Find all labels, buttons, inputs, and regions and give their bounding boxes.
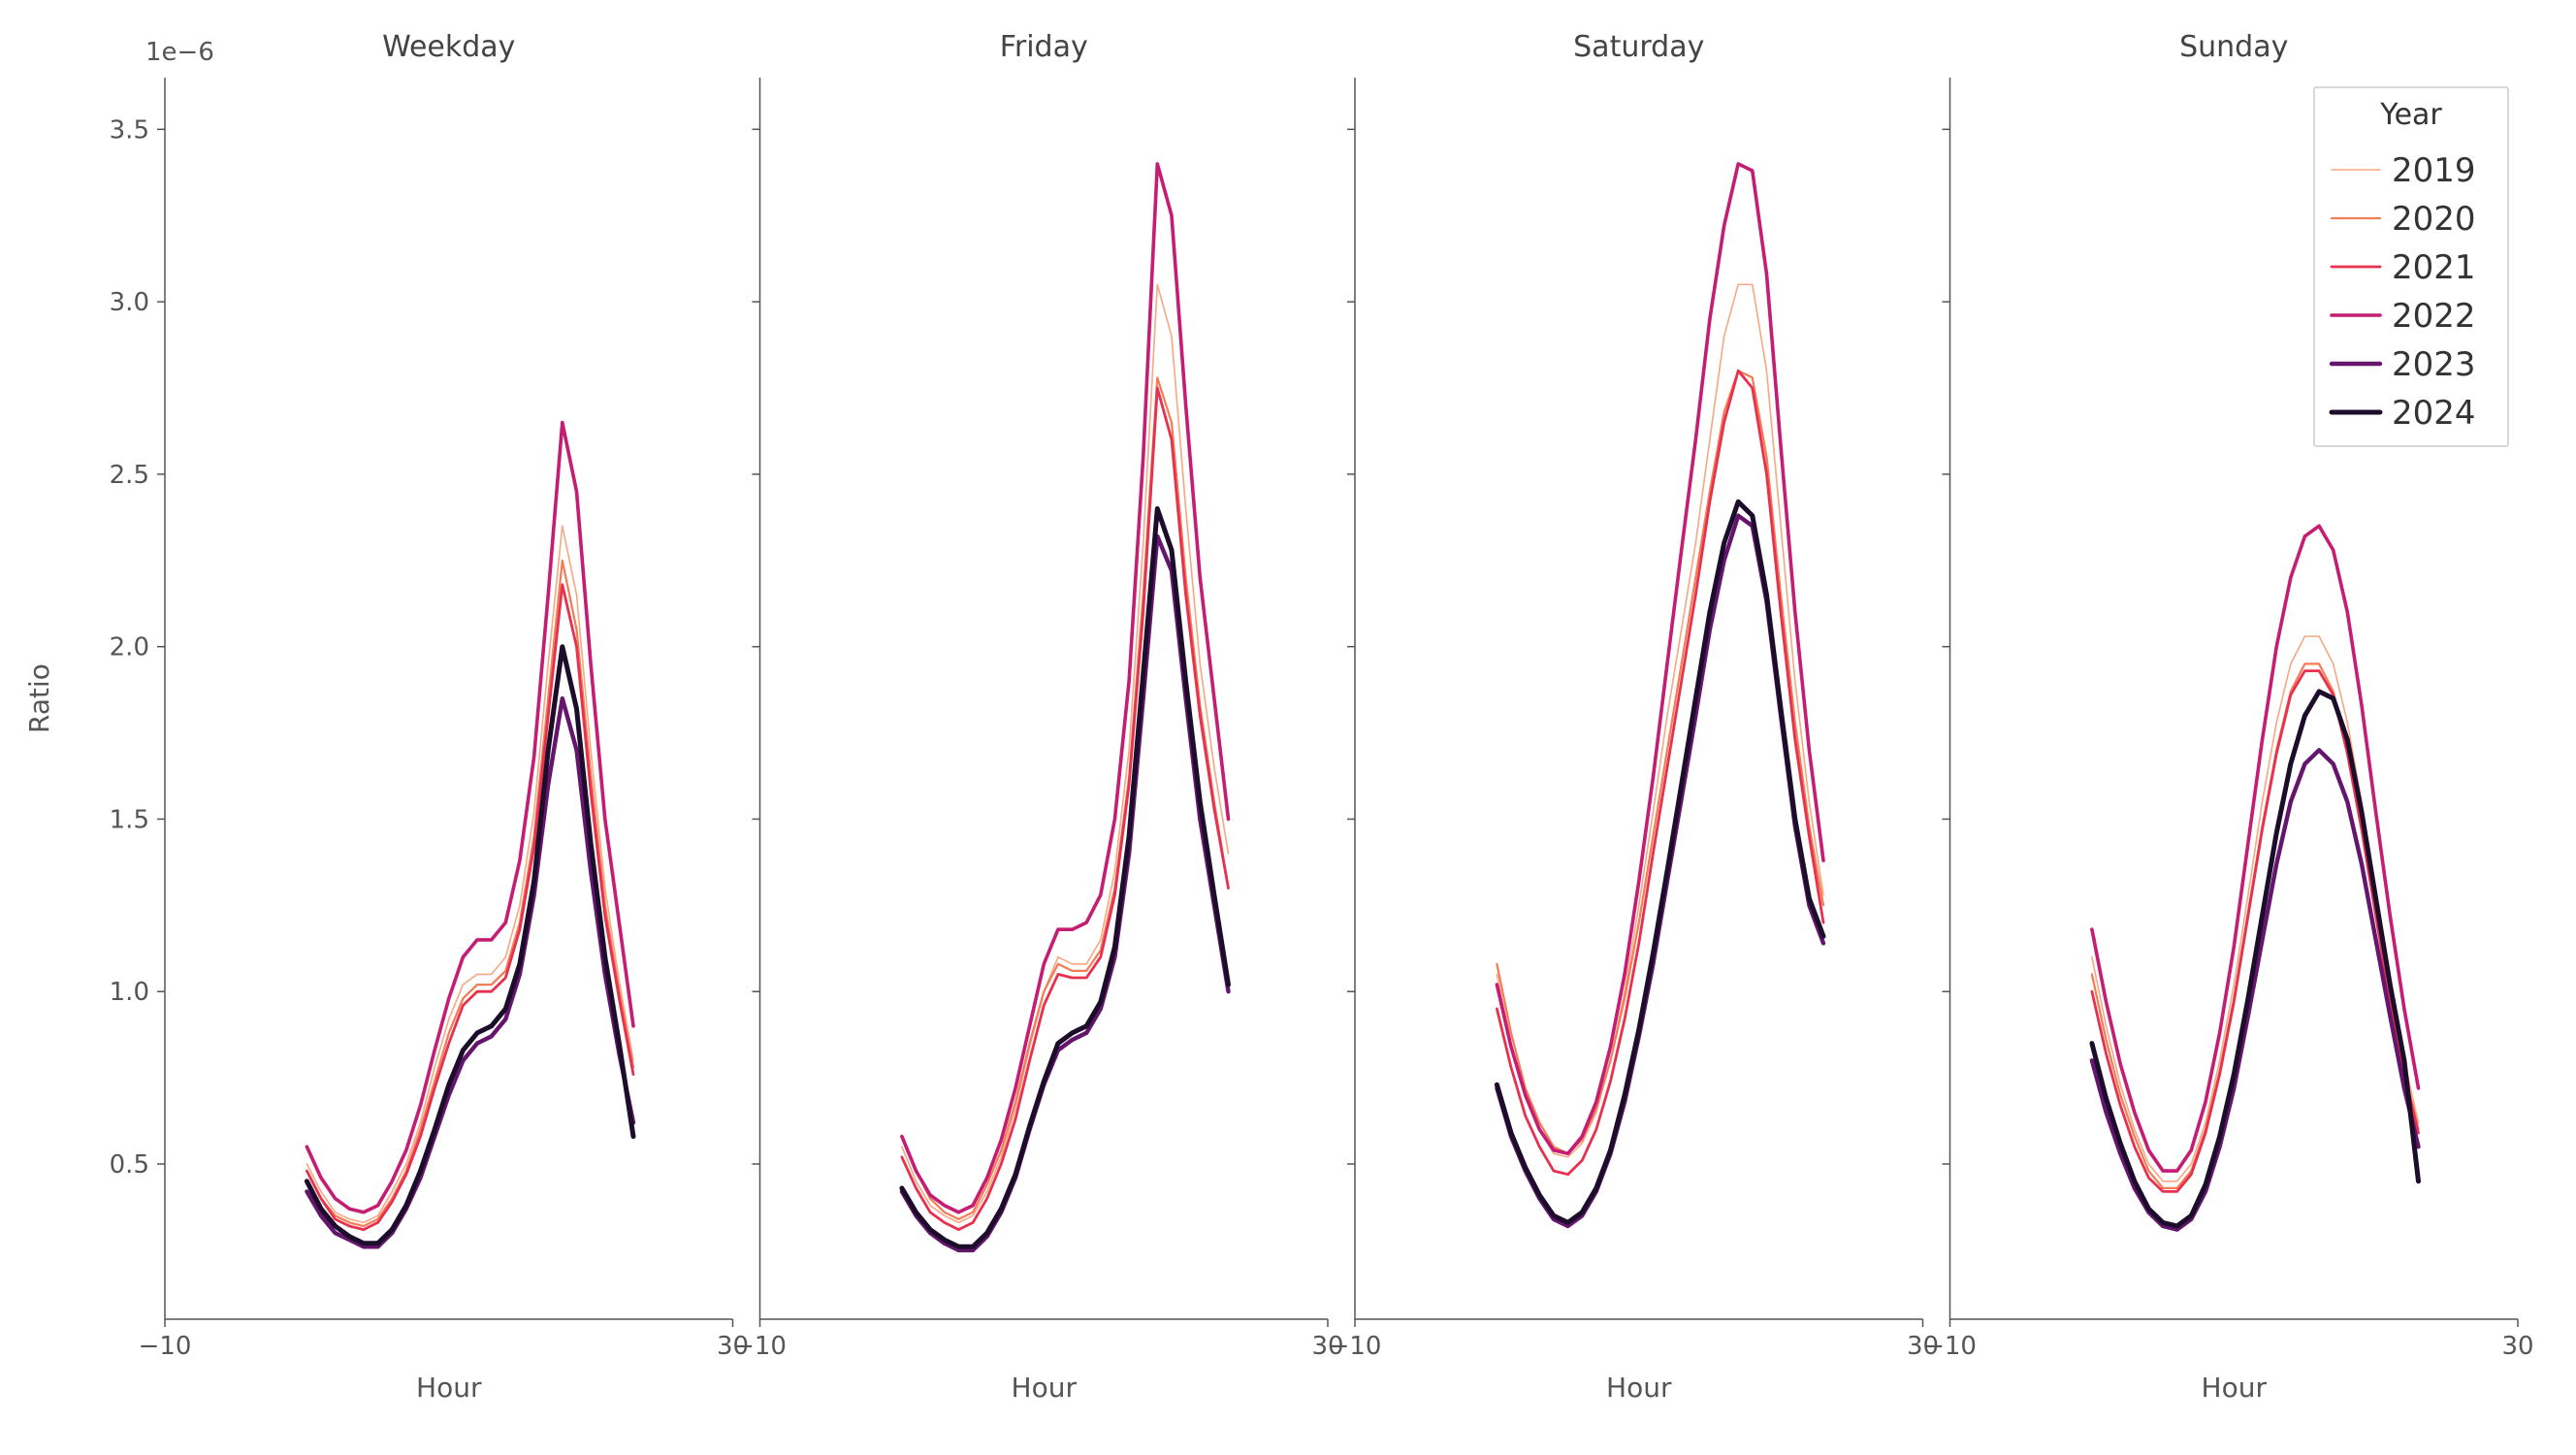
x-tick-label: −10 <box>733 1332 787 1361</box>
panel-title: Saturday <box>1573 30 1704 64</box>
x-tick-label: −10 <box>1923 1332 1977 1361</box>
legend-title: Year <box>2379 98 2442 132</box>
line-series-2024 <box>1497 501 1823 1222</box>
chart-figure: Ratio 1e−6 0.5 1.0 1.5 2.0 2.5 3.0 3.5 −10 30 Hour W… <box>0 0 2576 1455</box>
y-tick-label: 3.5 <box>110 115 149 145</box>
x-tick-label: −10 <box>139 1332 192 1361</box>
line-series-2021 <box>1497 371 1823 1174</box>
line-series-2019 <box>306 526 633 1222</box>
panel-title: Weekday <box>382 30 515 64</box>
x-tick-label: 30 <box>2501 1332 2533 1361</box>
x-axis-label: Hour <box>1606 1372 1672 1404</box>
y-tick-label: 3.0 <box>110 288 149 317</box>
panel-saturday: −1030HourSaturday <box>1329 30 1939 1404</box>
x-axis-label: Hour <box>1012 1372 1078 1404</box>
legend: Year 2019 2020 2021 2022 2023 2024 <box>2314 87 2508 446</box>
y-tick-label: 1.5 <box>110 805 149 834</box>
panel-weekday: 0.51.01.52.02.53.03.5−1030HourWeekday <box>110 30 749 1404</box>
legend-label: 2022 <box>2392 297 2476 336</box>
y-exponent-label: 1e−6 <box>145 38 214 67</box>
svg-canvas: Ratio 1e−6 0.5 1.0 1.5 2.0 2.5 3.0 3.5 −10 30 Hour W… <box>0 0 2576 1455</box>
line-series-2020 <box>306 561 633 1226</box>
line-series-2020 <box>902 377 1229 1219</box>
y-axis-label: Ratio <box>23 663 55 733</box>
line-series-2020 <box>2092 663 2419 1188</box>
panel-friday: −1030HourFriday <box>733 30 1343 1404</box>
legend-label: 2024 <box>2392 394 2476 433</box>
line-series-2023 <box>1497 516 1823 1226</box>
y-tick-label: 0.5 <box>110 1150 149 1180</box>
panel-title: Sunday <box>2179 30 2288 64</box>
line-series-2024 <box>902 508 1229 1246</box>
x-axis-label: Hour <box>416 1372 482 1404</box>
y-tick-label: 2.5 <box>110 461 149 490</box>
x-tick-label: −10 <box>1329 1332 1382 1361</box>
legend-label: 2019 <box>2392 151 2476 190</box>
line-series-2022 <box>902 164 1229 1212</box>
legend-label: 2021 <box>2392 248 2476 287</box>
y-tick-label: 2.0 <box>110 633 149 663</box>
panel-title: Friday <box>1000 30 1088 64</box>
line-series-2019 <box>902 284 1229 1222</box>
legend-label: 2020 <box>2392 200 2476 239</box>
legend-label: 2023 <box>2392 345 2476 384</box>
line-series-2021 <box>902 388 1229 1230</box>
line-series-2021 <box>2092 671 2419 1192</box>
x-axis-label: Hour <box>2202 1372 2268 1404</box>
y-tick-label: 1.0 <box>110 978 149 1007</box>
